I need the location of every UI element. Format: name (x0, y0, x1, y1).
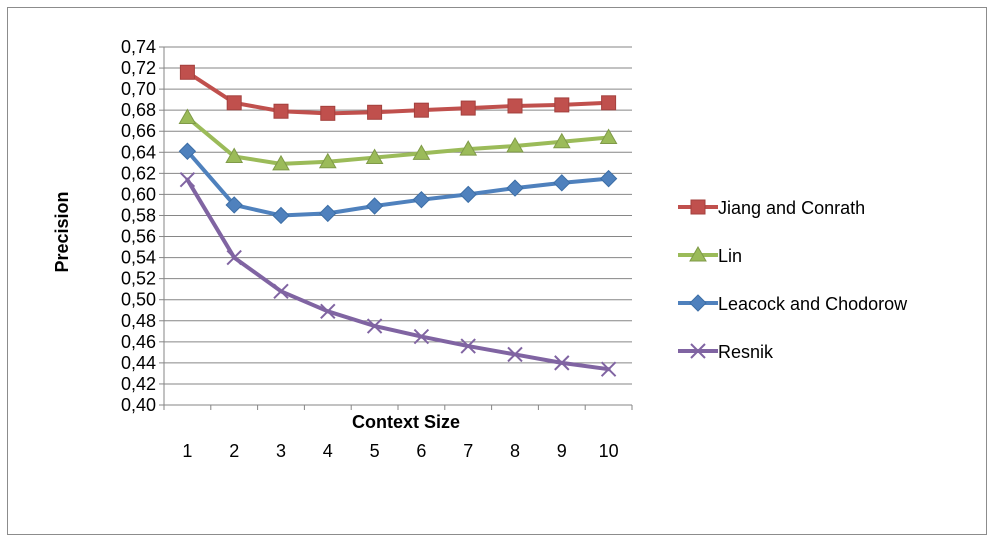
y-tick-label: 0,48 (121, 311, 156, 331)
legend-label: Lin (718, 246, 742, 266)
y-tick-label: 0,70 (121, 79, 156, 99)
series-line (185, 115, 611, 166)
legend-marker (690, 343, 706, 359)
data-point (273, 103, 289, 119)
data-point (460, 100, 476, 116)
data-point (320, 303, 336, 319)
series-line (185, 177, 611, 372)
x-tick-label: 9 (557, 441, 567, 461)
series-line (185, 70, 611, 116)
legend-item: Lin (678, 245, 742, 266)
data-point (507, 346, 523, 363)
legend-marker (690, 199, 706, 215)
y-axis-title: Precision (52, 191, 72, 272)
data-point (412, 190, 431, 209)
data-point (599, 169, 618, 188)
data-point (365, 148, 384, 165)
data-point (552, 132, 571, 149)
y-tick-label: 0,72 (121, 58, 156, 78)
data-point (599, 128, 618, 145)
legend-label: Leacock and Chodorow (718, 294, 908, 314)
x-tick-label: 3 (276, 441, 286, 461)
legend-item: Resnik (678, 342, 774, 362)
data-point (318, 152, 337, 169)
x-tick-label: 7 (463, 441, 473, 461)
x-tick-label: 8 (510, 441, 520, 461)
data-point (272, 206, 290, 225)
y-tick-label: 0,62 (121, 163, 156, 183)
x-tick-label: 1 (182, 441, 192, 461)
series-leacock-and-chodorow (178, 142, 618, 225)
data-point (459, 140, 478, 156)
data-point (225, 196, 243, 214)
legend: Jiang and Conrath Lin Leacock and Chodorow… (678, 198, 908, 362)
data-point (272, 154, 290, 171)
data-point (179, 64, 195, 80)
data-point (365, 197, 384, 215)
y-axis-ticks: 0,400,420,440,460,480,500,520,540,560,58… (121, 37, 164, 415)
data-point (179, 171, 196, 188)
data-point (506, 136, 524, 153)
legend-item: Jiang and Conrath (678, 198, 865, 218)
y-tick-label: 0,64 (121, 142, 156, 162)
data-point (226, 249, 242, 266)
series-resnik (179, 171, 617, 377)
data-point (601, 95, 617, 111)
y-tick-label: 0,52 (121, 269, 156, 289)
data-point (226, 95, 242, 111)
data-point (178, 108, 197, 125)
data-point (413, 102, 429, 118)
data-point (320, 105, 336, 121)
y-tick-label: 0,54 (121, 248, 156, 268)
y-tick-label: 0,46 (121, 332, 156, 352)
y-tick-label: 0,40 (121, 395, 156, 415)
legend-label: Jiang and Conrath (718, 198, 865, 218)
data-point (507, 98, 523, 114)
data-point (413, 328, 430, 345)
y-tick-label: 0,42 (121, 374, 156, 394)
legend-marker (689, 245, 707, 262)
data-point (554, 97, 570, 113)
data-point (225, 147, 244, 164)
x-axis-ticks: 1 2 3 4 5 6 7 8 9 10 (163, 405, 633, 461)
x-tick-label: 10 (599, 441, 619, 461)
x-axis-title: Context Size (352, 412, 460, 432)
x-tick-label: 5 (370, 441, 380, 461)
y-tick-label: 0,74 (121, 37, 156, 57)
data-point (366, 318, 383, 334)
series-lines (178, 64, 618, 377)
y-tick-label: 0,66 (121, 121, 156, 141)
data-point (554, 355, 570, 371)
line-chart: 0,400,420,440,460,480,500,520,540,560,58… (52, 37, 908, 461)
series-lin (178, 108, 618, 171)
y-tick-label: 0,60 (121, 184, 156, 204)
x-tick-label: 2 (229, 441, 239, 461)
data-point (178, 142, 197, 160)
chart-area: 0,40 0,42 0,44 0,46 0,48 0,50 0,52 0,54 0,56 0,58… (7, 7, 987, 535)
series-jiang-and-conrath (179, 64, 617, 121)
data-point (412, 144, 431, 160)
data-point (319, 204, 337, 223)
data-point (600, 361, 617, 377)
legend-item: Leacock and Chodorow (678, 294, 908, 314)
data-point (367, 104, 383, 120)
data-point (506, 179, 524, 197)
data-point (460, 338, 476, 354)
y-tick-label: 0,58 (121, 205, 156, 225)
y-tick-label: 0,44 (121, 353, 156, 373)
x-tick-label: 4 (323, 441, 333, 461)
legend-marker (689, 294, 707, 312)
y-tick-label: 0,68 (121, 100, 156, 120)
x-tick-label: 6 (416, 441, 426, 461)
data-point (459, 185, 477, 204)
legend-label: Resnik (718, 342, 774, 362)
y-tick-label: 0,56 (121, 227, 156, 247)
data-point (273, 283, 289, 299)
series-line (185, 149, 611, 218)
y-tick-label: 0,50 (121, 290, 156, 310)
data-point (553, 174, 571, 192)
